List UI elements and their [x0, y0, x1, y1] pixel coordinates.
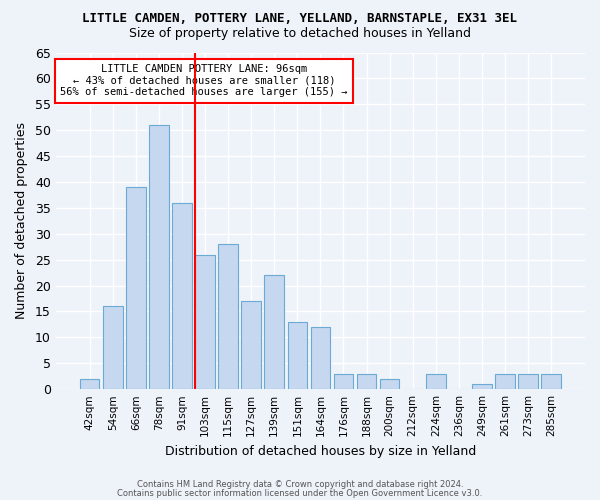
Bar	[149, 125, 169, 389]
Bar	[541, 374, 561, 389]
Bar	[287, 322, 307, 389]
Bar	[472, 384, 492, 389]
Bar	[311, 327, 330, 389]
Bar	[334, 374, 353, 389]
Bar	[495, 374, 515, 389]
Bar	[103, 306, 122, 389]
Bar	[426, 374, 446, 389]
Bar	[172, 202, 192, 389]
Y-axis label: Number of detached properties: Number of detached properties	[15, 122, 28, 320]
Text: LITTLE CAMDEN POTTERY LANE: 96sqm
← 43% of detached houses are smaller (118)
56%: LITTLE CAMDEN POTTERY LANE: 96sqm ← 43% …	[60, 64, 348, 98]
Text: Contains HM Land Registry data © Crown copyright and database right 2024.: Contains HM Land Registry data © Crown c…	[137, 480, 463, 489]
Text: Size of property relative to detached houses in Yelland: Size of property relative to detached ho…	[129, 28, 471, 40]
Bar	[241, 301, 261, 389]
Bar	[80, 379, 100, 389]
Bar	[380, 379, 400, 389]
Text: Contains public sector information licensed under the Open Government Licence v3: Contains public sector information licen…	[118, 488, 482, 498]
Bar	[218, 244, 238, 389]
Bar	[265, 275, 284, 389]
Bar	[195, 254, 215, 389]
Bar	[357, 374, 376, 389]
X-axis label: Distribution of detached houses by size in Yelland: Distribution of detached houses by size …	[165, 444, 476, 458]
Bar	[126, 187, 146, 389]
Text: LITTLE CAMDEN, POTTERY LANE, YELLAND, BARNSTAPLE, EX31 3EL: LITTLE CAMDEN, POTTERY LANE, YELLAND, BA…	[83, 12, 517, 26]
Bar	[518, 374, 538, 389]
